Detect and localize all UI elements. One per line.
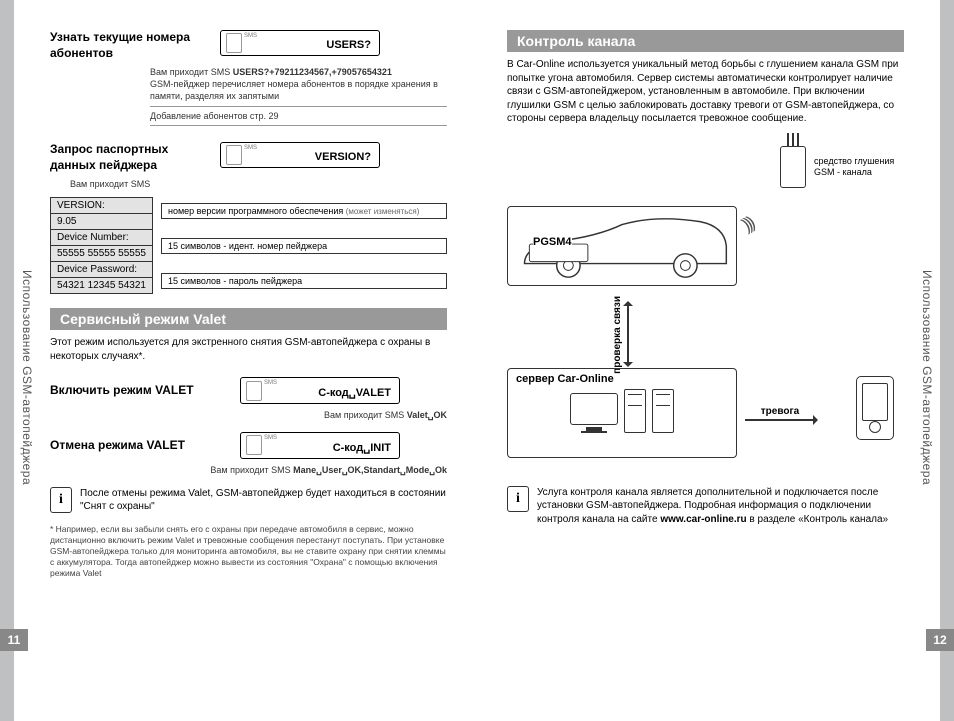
valet-info-row: i После отмены режима Valet, GSM-автопей…	[50, 487, 447, 514]
vlink-label: проверка связи	[612, 296, 623, 374]
info-bold: www.car-online.ru	[660, 514, 746, 525]
sms-tiny-label: SMS	[244, 145, 257, 151]
valet-off-reply: Вам приходит SMS Mane␣User␣OK,Standart␣M…	[50, 465, 447, 477]
cell: Device Number:	[51, 230, 153, 246]
monitor-icon	[570, 393, 618, 433]
users-desc2: GSM-пейджер перечисляет номера абонентов…	[150, 79, 447, 102]
sms-tiny-label: SMS	[264, 435, 277, 441]
double-arrow-icon	[627, 304, 629, 364]
cell: VERSION:	[51, 198, 153, 214]
jammer-group: средство глушения GSM - канала	[780, 146, 904, 188]
version-block: VERSION: 9.05 Device Number: 55555 55555…	[50, 197, 447, 294]
valet-footnote: * Например, если вы забыли снять его с о…	[50, 524, 447, 579]
users-row: Узнать текущие номера абонентов SMS USER…	[50, 30, 447, 61]
version-table: VERSION: 9.05 Device Number: 55555 55555…	[50, 197, 153, 294]
info-icon: i	[50, 487, 72, 513]
cell: Device Password:	[51, 262, 153, 278]
sms-tiny-label: SMS	[264, 380, 277, 386]
sms-tiny-label: SMS	[244, 33, 257, 39]
users-reply: Вам приходит SMS USERS?+79211234567,+790…	[150, 67, 447, 79]
version-reply: Вам приходит SMS	[70, 179, 447, 191]
page-number-left: 11	[0, 629, 28, 651]
label-devnum: 15 символов - идент. номер пейджера	[161, 238, 447, 254]
jammer-icon	[780, 146, 806, 188]
users-reply-pre: Вам приходит SMS	[150, 67, 233, 77]
channel-body: В Car-Online используется уникальный мет…	[507, 58, 904, 126]
valet-on-sms: SMS С-код␣VALET	[240, 377, 400, 404]
version-sms-cmd: VERSION?	[249, 147, 371, 163]
valet-off-row: Отмена режима VALET SMS С-код␣INIT	[50, 432, 447, 459]
version-labels: номер версии программного обеспечения (м…	[161, 197, 447, 294]
page-number-right: 12	[926, 629, 954, 651]
channel-diagram: средство глушения GSM - канала PGSM4 )))…	[507, 136, 904, 476]
reply-bold: Valet␣OK	[407, 410, 447, 420]
tower-icon	[652, 389, 674, 433]
reply-pre: Вам приходит SMS	[210, 465, 293, 475]
margin-strip-right	[940, 0, 954, 721]
version-sms-box: SMS VERSION?	[220, 142, 380, 168]
page-spread: Использование GSM-автопейджера 11 Узнать…	[0, 0, 954, 721]
valet-on-row: Включить режим VALET SMS С-код␣VALET	[50, 377, 447, 404]
valet-off-cmd: С-код␣INIT	[269, 437, 391, 454]
jammer-label: средство глушения GSM - канала	[814, 156, 904, 178]
phone-icon	[856, 376, 894, 440]
valet-section-bar: Сервисный режим Valet	[50, 308, 447, 330]
cell: 54321 12345 54321	[51, 278, 153, 294]
cell: 55555 55555 55555	[51, 246, 153, 262]
label-devpass: 15 символов - пароль пейджера	[161, 273, 447, 289]
tower-icon	[624, 389, 646, 433]
valet-on-cmd: С-код␣VALET	[269, 382, 391, 399]
reply-bold: Mane␣User␣OK,Standart␣Mode␣Ok	[293, 465, 447, 475]
users-title: Узнать текущие номера абонентов	[50, 30, 210, 61]
version-row: Запрос паспортных данных пейджера SMS VE…	[50, 142, 447, 173]
channel-info-text: Услуга контроля канала является дополнит…	[537, 486, 904, 527]
server-icons	[516, 389, 728, 433]
page-left: Использование GSM-автопейджера 11 Узнать…	[0, 0, 477, 721]
valet-off-label: Отмена режима VALET	[50, 438, 230, 454]
cell: 9.05	[51, 214, 153, 230]
info-post: в разделе «Контроль канала»	[747, 514, 888, 525]
side-label-left: Использование GSM-автопейджера	[20, 270, 34, 485]
server-title: сервер Car-Online	[516, 373, 728, 385]
margin-strip-left	[0, 0, 14, 721]
version-title: Запрос паспортных данных пейджера	[50, 142, 210, 173]
alarm-label: тревога	[761, 406, 799, 417]
valet-off-sms: SMS С-код␣INIT	[240, 432, 400, 459]
reply-pre: Вам приходит SMS	[324, 410, 407, 420]
users-link: Добавление абонентов стр. 29	[150, 111, 447, 121]
label-sub: (может изменяться)	[346, 207, 420, 216]
label-version: номер версии программного обеспечения (м…	[161, 203, 447, 219]
page-right: Использование GSM-автопейджера 12 Контро…	[477, 0, 954, 721]
label-text: номер версии программного обеспечения	[168, 206, 343, 216]
server-box: сервер Car-Online	[507, 368, 737, 458]
valet-on-reply: Вам приходит SMS Valet␣OK	[50, 410, 447, 422]
valet-on-label: Включить режим VALET	[50, 383, 230, 399]
divider	[150, 125, 447, 126]
valet-intro: Этот режим используется для экстренного …	[50, 336, 447, 363]
waves-icon: )))	[738, 213, 756, 236]
users-sms-box: SMS USERS?	[220, 30, 380, 56]
vertical-link: проверка связи	[612, 296, 629, 374]
pgsm-label: PGSM4	[533, 236, 572, 248]
channel-section-bar: Контроль канала	[507, 30, 904, 52]
alarm-arrow: тревога	[745, 406, 815, 421]
info-icon: i	[507, 486, 529, 512]
users-reply-bold: USERS?+79211234567,+79057654321	[233, 67, 392, 77]
channel-info-row: i Услуга контроля канала является дополн…	[507, 486, 904, 527]
side-label-right: Использование GSM-автопейджера	[920, 270, 934, 485]
arrow-right-icon	[745, 419, 815, 421]
divider	[150, 106, 447, 107]
valet-info-text: После отмены режима Valet, GSM-автопейдж…	[80, 487, 447, 514]
users-sms-cmd: USERS?	[249, 35, 371, 51]
